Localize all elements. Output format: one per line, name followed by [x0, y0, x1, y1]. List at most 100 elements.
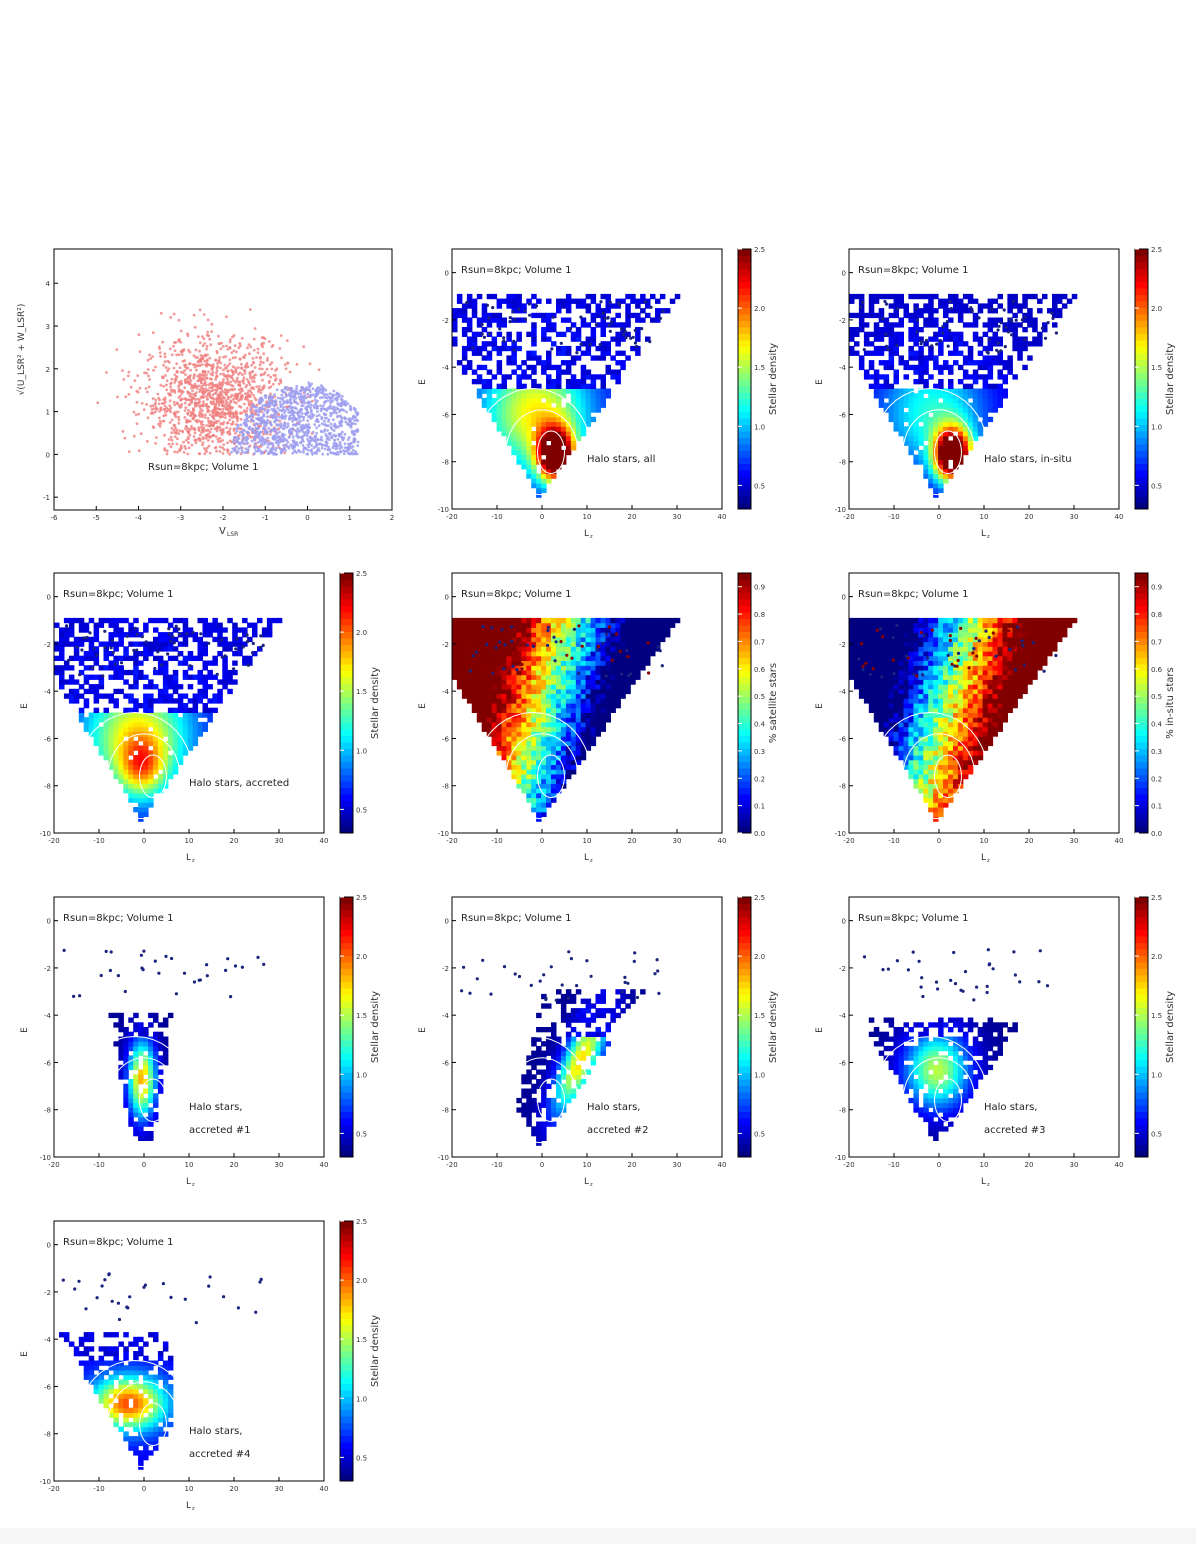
disk-point — [287, 429, 291, 432]
density-cell — [501, 374, 507, 380]
density-cell — [217, 651, 223, 657]
x-tick-label: 30 — [673, 513, 682, 521]
density-cell — [123, 651, 129, 657]
density-cell — [172, 679, 179, 685]
density-cell — [1017, 303, 1023, 309]
halo-point — [244, 363, 248, 367]
density-cell — [1027, 308, 1033, 314]
star-point — [67, 658, 71, 663]
density-cell — [118, 773, 124, 780]
disk-point — [324, 408, 328, 411]
density-cell — [918, 374, 924, 380]
halo-point — [192, 313, 196, 317]
density-cell — [938, 393, 944, 399]
density-cell — [575, 388, 582, 394]
halo-point — [196, 356, 199, 359]
density-cell — [496, 421, 503, 427]
density-cell — [962, 308, 969, 314]
disk-point — [254, 405, 258, 409]
density-cell — [511, 445, 517, 451]
halo-point — [198, 390, 202, 393]
density-cell — [977, 374, 984, 380]
density-cell — [148, 721, 154, 728]
density-cell — [192, 736, 199, 742]
density-cell — [531, 397, 537, 404]
density-cell — [452, 312, 458, 319]
halo-point — [242, 376, 246, 380]
density-cell — [202, 726, 208, 732]
density-cell — [212, 655, 218, 661]
density-cell — [187, 712, 194, 718]
disk-point — [335, 397, 339, 401]
density-cell — [456, 293, 463, 300]
disk-point — [285, 407, 289, 410]
density-cell — [923, 379, 929, 385]
density-cell — [197, 721, 203, 728]
density-cell — [605, 293, 611, 300]
disk-point — [308, 414, 312, 418]
density-cell — [560, 350, 567, 356]
density-cell — [113, 622, 119, 628]
density-cell — [913, 445, 919, 451]
halo-point — [248, 403, 252, 406]
halo-point — [218, 445, 222, 449]
density-cell — [501, 388, 507, 394]
density-cell — [227, 669, 233, 676]
halo-point — [170, 438, 174, 442]
density-cell — [943, 336, 949, 342]
density-cell — [83, 717, 90, 723]
density-cell — [138, 745, 144, 751]
disk-point — [274, 432, 278, 436]
disk-point — [298, 398, 302, 401]
halo-point — [205, 434, 209, 438]
density-cell — [913, 435, 919, 441]
density-cell — [605, 345, 611, 352]
density-cell — [878, 360, 885, 366]
density-cell — [903, 364, 909, 371]
halo-point — [211, 423, 215, 427]
density-cell — [501, 322, 507, 328]
halo-point — [170, 427, 174, 430]
halo-point — [262, 341, 266, 345]
disk-point — [247, 431, 250, 434]
star-point — [1023, 315, 1027, 319]
halo-point — [174, 415, 178, 419]
density-cell — [546, 412, 552, 418]
density-cell — [948, 421, 954, 427]
density-cell — [967, 416, 974, 423]
density-cell — [172, 726, 179, 732]
density-cell — [893, 336, 899, 342]
density-cell — [948, 449, 954, 456]
density-cell — [1052, 322, 1058, 328]
density-cell — [123, 788, 129, 794]
halo-point — [222, 372, 225, 376]
halo-point — [234, 392, 238, 396]
density-cell — [192, 703, 199, 709]
disk-point — [310, 409, 313, 412]
density-cell — [108, 740, 114, 747]
density-cell — [938, 478, 944, 484]
halo-point — [225, 426, 229, 429]
star-point — [1011, 299, 1016, 303]
density-cell — [546, 397, 552, 404]
density-cell — [531, 459, 537, 465]
density-cell — [68, 693, 75, 699]
halo-point — [186, 427, 190, 430]
disk-point — [333, 439, 337, 442]
halo-point — [228, 433, 231, 436]
disk-point — [326, 448, 330, 452]
density-cell — [565, 407, 572, 413]
colorbar-step — [340, 605, 353, 613]
disk-point — [311, 387, 315, 391]
density-cell — [217, 627, 223, 633]
density-cell — [928, 449, 934, 456]
disk-point — [293, 449, 297, 453]
density-cell — [531, 355, 537, 361]
density-cell — [962, 303, 969, 309]
star-point — [534, 304, 539, 308]
density-cell — [938, 379, 944, 385]
density-cell — [565, 369, 572, 375]
halo-point — [261, 361, 265, 364]
disk-point — [306, 452, 310, 456]
halo-point — [227, 374, 231, 378]
